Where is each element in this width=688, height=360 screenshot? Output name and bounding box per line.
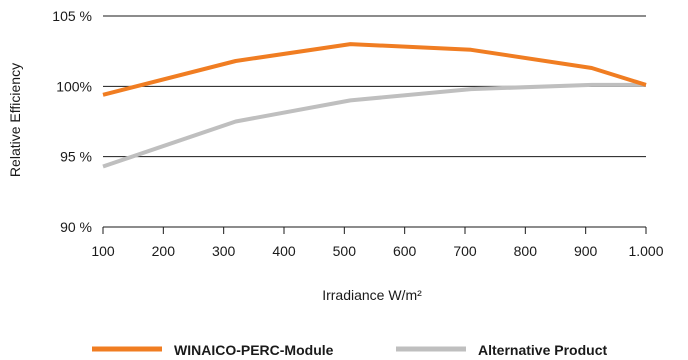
legend: WINAICO-PERC-Module Alternative Product [92, 342, 607, 358]
x-tick-label: 400 [272, 243, 296, 259]
x-tick-label: 300 [212, 243, 236, 259]
x-tick-label: 600 [393, 243, 417, 259]
legend-label-alternative: Alternative Product [478, 342, 607, 358]
y-tick-label: 100% [56, 78, 92, 94]
x-tick-label: 800 [514, 243, 538, 259]
y-axis-ticks: 90 % 95 % 100% 105 % [52, 8, 92, 235]
y-axis-label: Relative Efficiency [7, 63, 23, 177]
x-tick-label: 100 [91, 243, 115, 259]
y-tick-label: 95 % [60, 149, 92, 165]
x-axis-label: Irradiance W/m² [322, 287, 422, 303]
y-tick-label: 105 % [52, 8, 92, 24]
x-tick-label: 1.000 [628, 243, 663, 259]
x-tick-label: 700 [453, 243, 477, 259]
x-tick-label: 200 [152, 243, 176, 259]
legend-label-winaico: WINAICO-PERC-Module [174, 342, 334, 358]
x-tick-label: 900 [574, 243, 598, 259]
y-tick-label: 90 % [60, 219, 92, 235]
series-lines [102, 42, 647, 169]
series-line-winaico [102, 42, 647, 97]
series-line-alternative [102, 82, 646, 169]
x-tick-label: 500 [333, 243, 357, 259]
x-axis: 100 200 300 400 500 600 700 800 900 1.000 [91, 226, 664, 259]
